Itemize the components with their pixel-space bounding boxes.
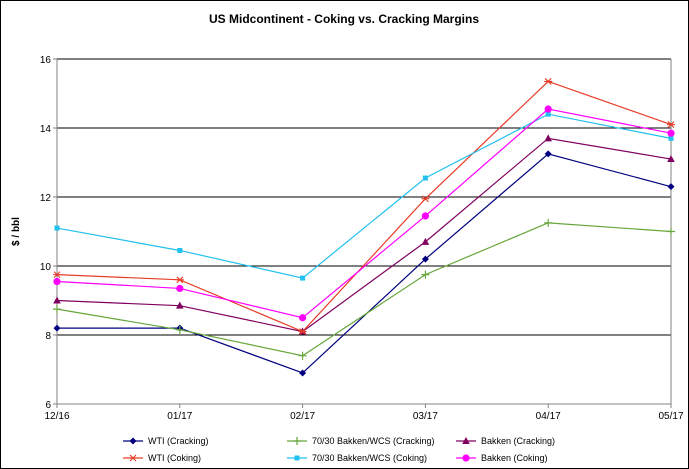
data-point (545, 111, 551, 117)
legend-marker (462, 454, 470, 462)
legend-item: 70/30 Bakken/WCS (Coking) (287, 453, 427, 463)
data-point (53, 324, 61, 332)
data-point (544, 218, 553, 227)
x-tick-label: 12/16 (44, 411, 69, 422)
legend-label: Bakken (Cracking) (481, 436, 555, 446)
y-tick-label: 14 (40, 124, 52, 135)
data-point (422, 175, 428, 181)
series-3 (53, 134, 675, 335)
y-axis-label: $ / bbl (11, 217, 22, 246)
data-point (667, 129, 675, 137)
data-point (421, 237, 430, 245)
y-tick-label: 10 (40, 262, 52, 273)
data-point (298, 351, 307, 360)
data-point (300, 275, 306, 281)
data-point (667, 227, 675, 236)
data-point (421, 212, 429, 220)
series-6 (53, 105, 675, 322)
y-tick-label: 8 (45, 331, 51, 342)
data-point (544, 150, 552, 158)
data-point (421, 255, 429, 263)
data-point (667, 155, 675, 163)
data-point (53, 296, 61, 304)
series-5 (54, 111, 674, 281)
legend-label: 70/30 Bakken/WCS (Coking) (312, 453, 427, 463)
data-point (544, 105, 552, 113)
data-point (668, 135, 674, 141)
legend-item: Bakken (Coking) (456, 453, 548, 463)
chart-title: US Midcontinent - Coking vs. Cracking Ma… (209, 12, 479, 26)
legend-item: 70/30 Bakken/WCS (Cracking) (287, 436, 435, 446)
y-tick-label: 6 (45, 400, 51, 411)
series-line (56, 108, 672, 319)
data-point (176, 284, 184, 293)
series-1 (53, 150, 675, 377)
legend-marker (294, 455, 300, 461)
data-point (53, 305, 61, 314)
legend-label: 70/30 Bakken/WCS (Cracking) (312, 436, 435, 446)
legend-marker (293, 437, 301, 445)
series-4 (53, 78, 675, 335)
data-point (299, 369, 307, 377)
series-line (57, 153, 672, 374)
legend-item: WTI (Cracking) (123, 436, 209, 446)
series-line (56, 137, 672, 333)
data-point (175, 276, 184, 284)
series-2 (53, 218, 675, 360)
y-tick-label: 16 (40, 55, 52, 66)
legend-label: Bakken (Coking) (481, 453, 548, 463)
legend-marker (129, 437, 137, 445)
legend-item: Bakken (Cracking) (456, 436, 555, 446)
legend-item: WTI (Coking) (123, 453, 201, 463)
data-point (421, 270, 430, 279)
data-point (175, 325, 184, 334)
data-point (421, 195, 430, 203)
axes: 6 8 10 12 14 16 12/16 01/17 02/17 03/17 04/17 05/17 (40, 55, 684, 422)
series-line (56, 222, 672, 357)
data-point (544, 134, 552, 142)
data-point (176, 301, 184, 309)
data-point (53, 271, 61, 279)
data-point (298, 328, 307, 335)
legend-label: WTI (Cracking) (148, 436, 209, 446)
legend-marker (462, 437, 470, 444)
data-point (54, 225, 60, 231)
data-point (544, 78, 553, 85)
gridlines (57, 58, 671, 405)
data-point (667, 183, 675, 191)
y-tick-label: 12 (40, 193, 52, 204)
series-line (56, 113, 672, 279)
x-tick-label: 01/17 (167, 411, 192, 422)
legend: WTI (Cracking) 70/30 Bakken/WCS (Cracking… (123, 436, 555, 463)
data-point (299, 314, 307, 322)
x-tick-label: 02/17 (290, 411, 315, 422)
data-point (177, 247, 183, 253)
data-point (53, 277, 61, 286)
legend-marker (129, 454, 137, 462)
x-tick-label: 04/17 (536, 411, 561, 422)
x-tick-label: 03/17 (413, 411, 438, 422)
legend-label: WTI (Coking) (148, 453, 201, 463)
series-layer (53, 78, 675, 377)
x-tick-label: 05/17 (658, 411, 683, 422)
data-point (667, 121, 675, 128)
series-line (56, 80, 672, 333)
